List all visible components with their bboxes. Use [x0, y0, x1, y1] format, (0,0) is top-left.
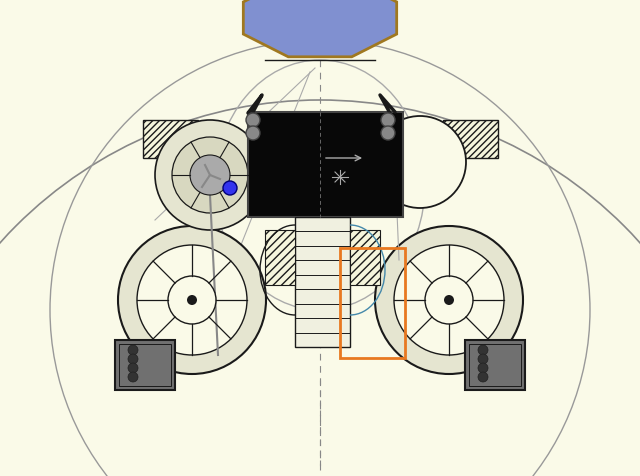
Circle shape: [155, 120, 265, 230]
Circle shape: [381, 113, 395, 127]
Circle shape: [187, 295, 197, 305]
Circle shape: [223, 181, 237, 195]
Circle shape: [246, 126, 260, 140]
Circle shape: [190, 155, 230, 195]
Circle shape: [394, 245, 504, 355]
Bar: [143, 120, 198, 158]
Circle shape: [118, 226, 266, 374]
Bar: [115, 340, 175, 390]
Circle shape: [128, 372, 138, 382]
Circle shape: [478, 363, 488, 373]
Bar: [340, 248, 405, 358]
Circle shape: [172, 137, 248, 213]
Bar: [350, 230, 380, 285]
Circle shape: [128, 345, 138, 355]
Bar: [248, 112, 403, 217]
Circle shape: [0, 100, 640, 476]
Circle shape: [375, 226, 523, 374]
Circle shape: [137, 245, 247, 355]
Circle shape: [246, 113, 260, 127]
Bar: [469, 344, 521, 386]
Circle shape: [478, 345, 488, 355]
Circle shape: [374, 116, 466, 208]
Circle shape: [128, 363, 138, 373]
Polygon shape: [243, 0, 397, 57]
Bar: [265, 230, 295, 285]
Bar: [465, 340, 525, 390]
Bar: [119, 344, 171, 386]
Circle shape: [478, 354, 488, 364]
Circle shape: [168, 276, 216, 324]
Circle shape: [444, 295, 454, 305]
Circle shape: [128, 354, 138, 364]
Circle shape: [425, 276, 473, 324]
Bar: [295, 217, 350, 347]
Bar: [443, 120, 498, 158]
Circle shape: [478, 372, 488, 382]
Circle shape: [381, 126, 395, 140]
